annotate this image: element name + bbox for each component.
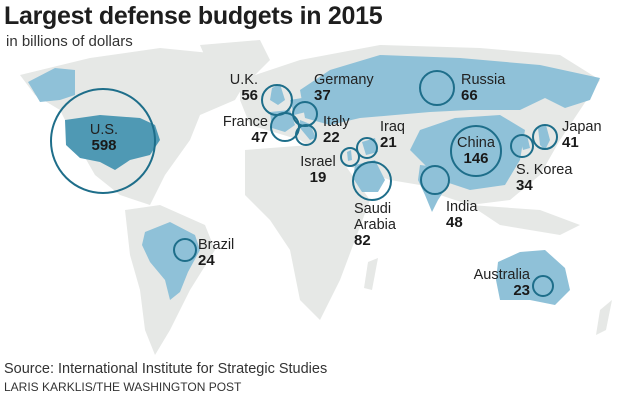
korea-shape — [520, 135, 530, 150]
chart-subtitle: in billions of dollars — [6, 33, 133, 50]
country-value: 146 — [463, 150, 489, 167]
highlighted-countries — [28, 55, 600, 305]
country-value: 48 — [446, 214, 463, 231]
country-value: 56 — [241, 87, 258, 104]
country-name: Iraq — [380, 119, 405, 135]
country-name: U.K. — [229, 72, 258, 88]
label-italy: Italy 22 — [323, 114, 350, 146]
country-name: India — [446, 199, 478, 215]
label-france: France 47 — [214, 114, 268, 146]
country-value: 34 — [516, 177, 533, 194]
country-name: Italy — [323, 114, 350, 130]
saudi-shape — [353, 160, 385, 192]
country-value: 37 — [314, 87, 331, 104]
label-iraq: Iraq 21 — [380, 119, 405, 151]
label-uk: U.K. 56 — [222, 72, 258, 104]
uk-shape — [270, 84, 285, 105]
country-name-line2: Arabia — [354, 217, 396, 233]
circle-china — [450, 125, 502, 177]
brazil-shape — [142, 222, 200, 300]
label-s-korea: S. Korea 34 — [516, 162, 572, 194]
country-value: 82 — [354, 232, 371, 249]
country-name: China — [457, 135, 495, 151]
country-name: U.S. — [89, 122, 119, 138]
label-germany: Germany 37 — [314, 72, 374, 104]
country-value: 41 — [562, 134, 579, 151]
label-us: U.S. 598 — [82, 122, 126, 154]
country-value: 19 — [309, 169, 327, 186]
label-russia: Russia 66 — [461, 72, 505, 104]
country-name: Japan — [562, 119, 602, 135]
circle-korea — [510, 134, 534, 158]
circle-israel — [340, 147, 360, 167]
israel-shape — [347, 150, 352, 161]
circle-australia — [532, 275, 554, 297]
label-brazil: Brazil 24 — [198, 237, 234, 269]
nz-land — [596, 300, 612, 335]
country-value: 24 — [198, 252, 215, 269]
label-japan: Japan 41 — [562, 119, 602, 151]
greenland-land — [200, 40, 270, 85]
label-india: India 48 — [446, 199, 477, 231]
us-shape — [65, 115, 160, 170]
circle-saudi — [352, 161, 392, 201]
circle-india — [420, 165, 450, 195]
credit-line: LARIS KARKLIS/THE WASHINGTON POST — [4, 380, 242, 394]
country-name: Australia — [473, 267, 530, 283]
label-israel: Israel 19 — [296, 154, 340, 186]
circle-italy — [295, 124, 317, 146]
madagascar-land — [364, 258, 378, 290]
label-saudi-arabia: Saudi Arabia 82 — [354, 201, 396, 249]
russia-shape — [300, 55, 600, 125]
country-name: Germany — [314, 72, 374, 88]
country-name: S. Korea — [516, 162, 573, 178]
chart-title: Largest defense budgets in 2015 — [4, 2, 383, 30]
country-name: Israel — [300, 154, 336, 170]
country-value: 47 — [251, 129, 268, 146]
label-australia: Australia 23 — [462, 267, 530, 299]
source-note: Source: International Institute for Stra… — [4, 361, 328, 377]
circle-russia — [419, 70, 455, 106]
label-china: China 146 — [451, 135, 501, 167]
country-value: 23 — [513, 282, 530, 299]
country-value: 21 — [380, 134, 397, 151]
circle-brazil — [173, 238, 197, 262]
india-shape — [418, 165, 448, 212]
africa-land — [245, 145, 370, 320]
country-name: Brazil — [198, 237, 235, 253]
country-name-line1: Saudi — [354, 201, 392, 217]
country-name: France — [222, 114, 268, 130]
japan-shape — [538, 125, 550, 150]
alaska-shape — [28, 68, 75, 102]
circle-japan — [532, 124, 558, 150]
country-value: 66 — [461, 87, 478, 104]
indonesia-land — [470, 205, 580, 235]
country-value: 22 — [323, 129, 340, 146]
country-name: Russia — [461, 72, 506, 88]
circle-us — [50, 88, 156, 194]
country-value: 598 — [91, 137, 117, 154]
circle-iraq — [356, 137, 378, 159]
budget-circles — [50, 70, 558, 297]
